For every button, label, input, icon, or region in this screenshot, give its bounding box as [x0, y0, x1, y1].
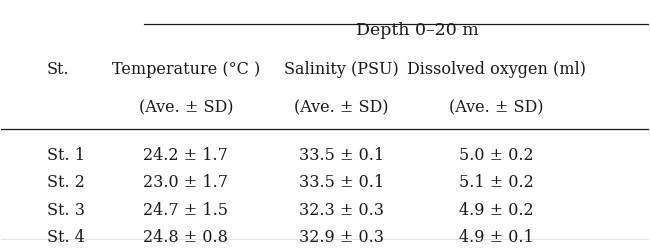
Text: (Ave. ± SD): (Ave. ± SD) — [449, 99, 544, 116]
Text: 33.5 ± 0.1: 33.5 ± 0.1 — [298, 174, 384, 191]
Text: (Ave. ± SD): (Ave. ± SD) — [138, 99, 233, 116]
Text: 32.9 ± 0.3: 32.9 ± 0.3 — [299, 229, 384, 246]
Text: St. 3: St. 3 — [47, 202, 84, 219]
Text: 24.2 ± 1.7: 24.2 ± 1.7 — [144, 147, 228, 164]
Text: 24.7 ± 1.5: 24.7 ± 1.5 — [144, 202, 228, 219]
Text: Salinity (PSU): Salinity (PSU) — [284, 61, 398, 78]
Text: 33.5 ± 0.1: 33.5 ± 0.1 — [298, 147, 384, 164]
Text: St. 4: St. 4 — [47, 229, 84, 246]
Text: 5.0 ± 0.2: 5.0 ± 0.2 — [459, 147, 534, 164]
Text: Depth 0–20 m: Depth 0–20 m — [356, 22, 478, 38]
Text: 5.1 ± 0.2: 5.1 ± 0.2 — [459, 174, 534, 191]
Text: 24.8 ± 0.8: 24.8 ± 0.8 — [144, 229, 228, 246]
Text: (Ave. ± SD): (Ave. ± SD) — [294, 99, 389, 116]
Text: St.: St. — [47, 61, 70, 78]
Text: St. 2: St. 2 — [47, 174, 84, 191]
Text: 4.9 ± 0.1: 4.9 ± 0.1 — [459, 229, 534, 246]
Text: Temperature (°C ): Temperature (°C ) — [112, 61, 260, 78]
Text: Dissolved oxygen (ml): Dissolved oxygen (ml) — [407, 61, 586, 78]
Text: 32.3 ± 0.3: 32.3 ± 0.3 — [299, 202, 384, 219]
Text: St. 1: St. 1 — [47, 147, 84, 164]
Text: 23.0 ± 1.7: 23.0 ± 1.7 — [144, 174, 228, 191]
Text: 4.9 ± 0.2: 4.9 ± 0.2 — [459, 202, 534, 219]
